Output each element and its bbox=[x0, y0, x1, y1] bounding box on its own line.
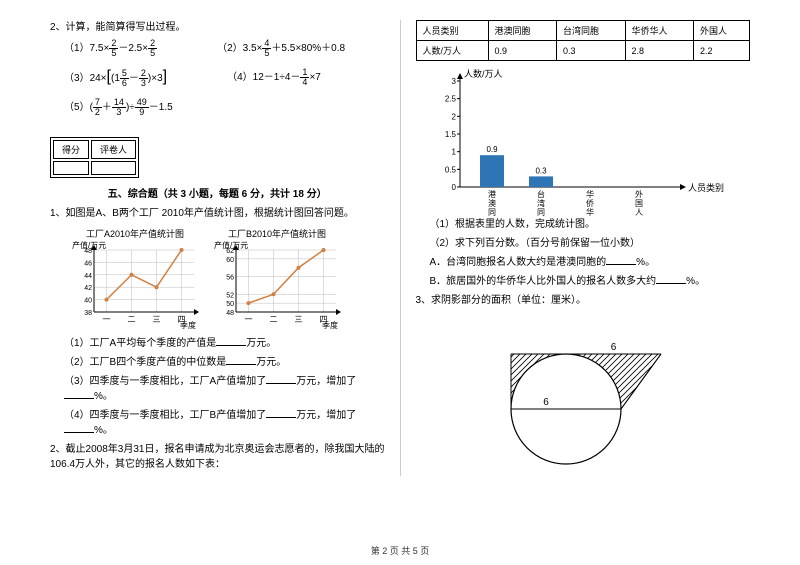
r-subA: A．台湾同胞报名人数大约是港澳同胞的%。 bbox=[416, 255, 751, 270]
svg-text:6: 6 bbox=[543, 397, 549, 408]
svg-text:三: 三 bbox=[295, 315, 303, 324]
svg-text:同: 同 bbox=[488, 208, 496, 217]
bar-chart: 人数/万人00.511.522.530.9港澳同胞0.3台湾同胞华侨华人外国人人… bbox=[426, 67, 726, 217]
calc-title: 2、计算，能简算得写出过程。 bbox=[50, 20, 385, 35]
eq4: （4）12－1÷4－14×7 bbox=[227, 68, 321, 87]
right-column: 人员类别港澳同胞台湾同胞华侨华人外国人 人数/万人0.90.32.82.2 人数… bbox=[400, 20, 751, 476]
svg-text:澳: 澳 bbox=[488, 198, 496, 208]
svg-text:三: 三 bbox=[153, 315, 161, 324]
data-table: 人员类别港澳同胞台湾同胞华侨华人外国人 人数/万人0.90.32.82.2 bbox=[416, 20, 751, 61]
svg-text:52: 52 bbox=[226, 292, 234, 299]
score-box: 得分评卷人 bbox=[50, 137, 139, 178]
svg-text:人: 人 bbox=[635, 208, 643, 217]
r-sub1: （1）根据表里的人数，完成统计图。 bbox=[416, 217, 751, 232]
svg-text:0.9: 0.9 bbox=[486, 145, 498, 154]
q5-3: 3、求阴影部分的面积（单位：厘米）。 bbox=[416, 293, 751, 308]
svg-text:同: 同 bbox=[537, 208, 545, 217]
svg-text:湾: 湾 bbox=[537, 198, 545, 208]
svg-text:二: 二 bbox=[128, 315, 136, 324]
svg-text:38: 38 bbox=[84, 310, 92, 317]
circle-figure: 66 bbox=[446, 314, 706, 474]
svg-text:42: 42 bbox=[84, 285, 92, 292]
svg-text:一: 一 bbox=[245, 315, 253, 324]
score-label: 得分 bbox=[53, 140, 89, 159]
eq2: （2）3.5×45＋5.5×80%＋0.8 bbox=[217, 39, 345, 58]
chart-a-svg: 产值/万元384042444648一二三四季度 bbox=[70, 240, 200, 330]
grader-label: 评卷人 bbox=[91, 140, 136, 159]
svg-text:二: 二 bbox=[270, 315, 278, 324]
sub3: （3）四季度与一季度相比，工厂A产值增加了万元，增加了%。 bbox=[50, 374, 385, 404]
svg-text:外: 外 bbox=[635, 189, 643, 199]
section-5-title: 五、综合题（共 3 小题，每题 6 分，共计 18 分） bbox=[50, 185, 385, 200]
svg-text:0.3: 0.3 bbox=[535, 166, 547, 175]
svg-text:0.5: 0.5 bbox=[444, 165, 456, 174]
svg-text:2.5: 2.5 bbox=[444, 95, 456, 104]
svg-text:季度: 季度 bbox=[180, 320, 196, 330]
svg-text:48: 48 bbox=[226, 310, 234, 317]
sub2: （2）工厂B四个季度产值的中位数是万元。 bbox=[50, 355, 385, 370]
sub4: （4）四季度与一季度相比，工厂B产值增加了万元，增加了%。 bbox=[50, 408, 385, 438]
svg-text:3: 3 bbox=[451, 77, 456, 86]
svg-text:44: 44 bbox=[84, 273, 92, 280]
eq5: （5）(72＋143)÷499－1.5 bbox=[64, 98, 173, 117]
svg-text:62: 62 bbox=[226, 248, 234, 255]
svg-text:国: 国 bbox=[635, 199, 643, 208]
svg-text:人数/万人: 人数/万人 bbox=[464, 68, 503, 79]
eq3: （3）24×[(156－23)×3] bbox=[64, 68, 167, 88]
svg-text:46: 46 bbox=[84, 260, 92, 267]
svg-text:一: 一 bbox=[103, 315, 111, 324]
eq-row-2: （3）24×[(156－23)×3] （4）12－1÷4－14×7 bbox=[50, 68, 385, 88]
eq1: （1）7.5×25－2.5×25 bbox=[64, 39, 157, 58]
svg-text:60: 60 bbox=[226, 257, 234, 264]
svg-text:华: 华 bbox=[586, 207, 594, 217]
svg-text:0: 0 bbox=[451, 183, 456, 192]
svg-text:1: 1 bbox=[451, 148, 456, 157]
chart-b-svg: 产值/万元485052566062一二三四季度 bbox=[212, 240, 342, 330]
r-sub2: （2）求下列百分数。（百分号前保留一位小数） bbox=[416, 236, 751, 251]
q5-2: 2、截止2008年3月31日，报名申请成为北京奥运会志愿者的，除我国大陆的106… bbox=[50, 442, 385, 472]
svg-text:48: 48 bbox=[84, 248, 92, 255]
svg-text:1.5: 1.5 bbox=[444, 130, 456, 139]
svg-text:56: 56 bbox=[226, 274, 234, 281]
svg-text:侨: 侨 bbox=[586, 198, 594, 208]
svg-text:港: 港 bbox=[488, 189, 496, 199]
sub1: （1）工厂A平均每个季度的产值是万元。 bbox=[50, 336, 385, 351]
r-subB: B．旅居国外的华侨华人比外国人的报名人数多大约%。 bbox=[416, 274, 751, 289]
svg-text:华: 华 bbox=[586, 189, 594, 199]
chart-a: 工厂A2010年产值统计图 产值/万元384042444648一二三四季度 bbox=[70, 227, 200, 330]
q5-1: 1、如图是A、B两个工厂 2010年产值统计图，根据统计图回答问题。 bbox=[50, 206, 385, 221]
svg-text:6: 6 bbox=[610, 342, 616, 353]
svg-text:人员类别: 人员类别 bbox=[688, 182, 724, 193]
svg-text:季度: 季度 bbox=[322, 320, 338, 330]
eq-row-3: （5）(72＋143)÷499－1.5 bbox=[50, 98, 385, 117]
chart-pair: 工厂A2010年产值统计图 产值/万元384042444648一二三四季度 工厂… bbox=[70, 227, 385, 330]
svg-text:2: 2 bbox=[451, 112, 456, 121]
left-column: 2、计算，能简算得写出过程。 （1）7.5×25－2.5×25 （2）3.5×4… bbox=[50, 20, 400, 476]
svg-text:50: 50 bbox=[226, 301, 234, 308]
page-footer: 第 2 页 共 5 页 bbox=[0, 544, 800, 557]
svg-text:40: 40 bbox=[84, 297, 92, 304]
chart-b: 工厂B2010年产值统计图 产值/万元485052566062一二三四季度 bbox=[212, 227, 342, 330]
svg-text:台: 台 bbox=[537, 189, 545, 199]
eq-row-1: （1）7.5×25－2.5×25 （2）3.5×45＋5.5×80%＋0.8 bbox=[50, 39, 385, 58]
